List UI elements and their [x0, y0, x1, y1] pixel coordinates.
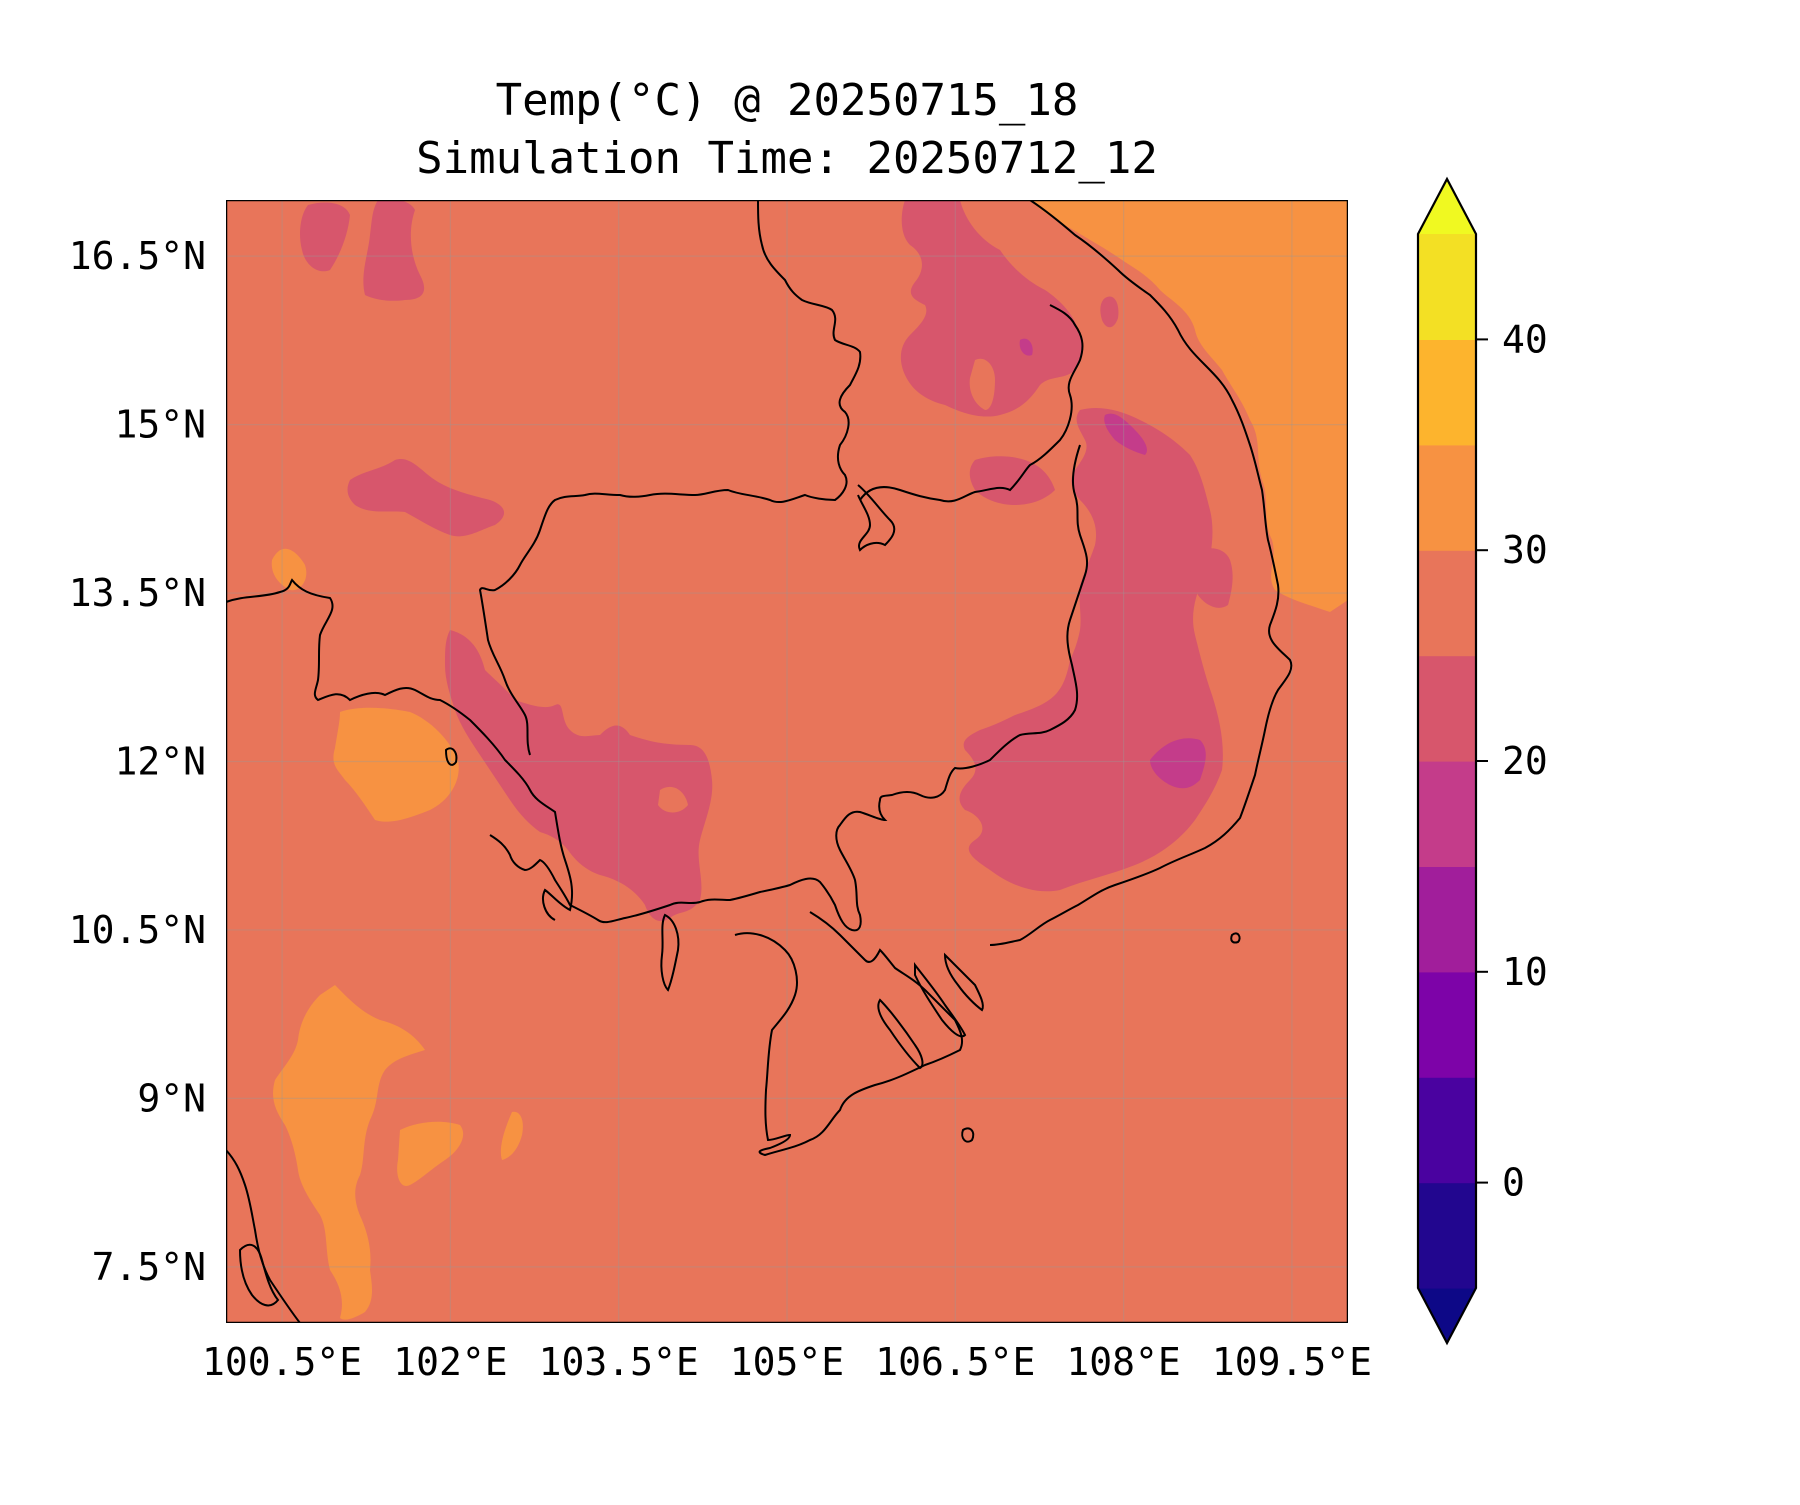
title-line-1: Temp(°C) @ 20250715_18: [496, 75, 1079, 126]
contour-region-south-island: [397, 1121, 464, 1186]
coast-mekong-delta: [734, 911, 964, 1157]
warm-island-cambodia: [658, 786, 688, 813]
contour-region-northwest-speck: [271, 548, 307, 591]
colorbar-extend-under: [1418, 1288, 1476, 1343]
border-thailand-west: [226, 578, 574, 921]
contour-patch-central-highlands: [1150, 738, 1206, 789]
gridlines: [226, 200, 1348, 1323]
colorbar-level-band: [1418, 550, 1476, 657]
x-tick-label: 102°E: [393, 1340, 507, 1384]
colorbar-tick-label: 30: [1502, 528, 1548, 572]
x-axis-ticks: 100.5°E 102°E 103.5°E 105°E 106.5°E 108°E 109.…: [202, 1340, 1372, 1384]
x-tick-label: 108°E: [1066, 1340, 1180, 1384]
island-thailand-southwest: [238, 1243, 280, 1307]
x-tick-label: 109.5°E: [1212, 1340, 1372, 1384]
contour-region-east-patch: [1250, 318, 1348, 360]
colorbar: 0 10 20 30 40: [1416, 176, 1548, 1346]
colorbar-level-band: [1418, 339, 1476, 446]
warm-islands: [658, 358, 995, 813]
cooler-contour-patches: [1019, 338, 1206, 789]
y-axis-ticks: 16.5°N 15°N 13.5°N 12°N 10.5°N 9°N 7.5°N: [69, 234, 206, 1289]
y-tick-label: 15°N: [114, 403, 206, 447]
y-tick-label: 16.5°N: [69, 234, 206, 278]
y-tick-label: 13.5°N: [69, 571, 206, 615]
contour-region-southwest: [273, 985, 425, 1320]
warm-island-laos: [969, 358, 995, 410]
contour-region-highlands-east: [1190, 548, 1233, 608]
y-tick-label: 9°N: [137, 1076, 206, 1120]
warm-contour-regions: [271, 200, 1348, 1320]
contour-region-north-small: [1100, 296, 1119, 328]
contour-region-northeast-sea: [1030, 200, 1348, 612]
colorbar-level-band: [1418, 1077, 1476, 1184]
x-tick-label: 100.5°E: [202, 1340, 362, 1384]
island-vietnam-east: [1230, 932, 1241, 944]
contour-patch-north: [1019, 338, 1033, 356]
coast-vietnam-east: [989, 200, 1293, 946]
x-tick-label: 106.5°E: [875, 1340, 1035, 1384]
delta-channel-3: [943, 952, 984, 1012]
border-cambodia-vietnam: [857, 304, 1084, 552]
coast-thailand-southwest: [226, 1149, 301, 1323]
contour-region-north-2: [363, 200, 425, 301]
contour-region-north-1: [300, 202, 350, 272]
x-tick-label: 103.5°E: [539, 1340, 699, 1384]
contour-region-west-central: [347, 459, 505, 537]
delta-channel-1: [877, 998, 924, 1070]
colorbar-level-band: [1418, 444, 1476, 551]
colorbar-level-band: [1418, 234, 1476, 340]
delta-channel-2: [914, 962, 967, 1038]
colorbar-level-band: [1418, 866, 1476, 973]
y-tick-label: 7.5°N: [92, 1245, 206, 1289]
contour-patch-highlands-north: [1104, 413, 1147, 455]
colorbar-tick-label: 10: [1502, 950, 1548, 994]
colorbar-level-band: [1418, 761, 1476, 867]
contour-region-laos-south: [969, 456, 1055, 505]
contour-region-cambodia-west: [445, 630, 713, 922]
title-line-2: Simulation Time: 20250712_12: [416, 133, 1158, 184]
colorbar-tick-label: 20: [1502, 739, 1548, 783]
x-tick-label: 105°E: [730, 1340, 844, 1384]
island-vietnam-south: [961, 1127, 975, 1143]
colorbar-level-band: [1418, 971, 1476, 1078]
colorbar-level-band: [1418, 655, 1476, 762]
contour-region-thailand-gulf-west: [333, 707, 459, 822]
colorbar-tick-label: 0: [1502, 1161, 1525, 1205]
map-panel: [226, 200, 1348, 1323]
colorbar-outline: [1416, 176, 1478, 1346]
border-cambodia-south: [489, 444, 1089, 932]
island-thailand-west: [444, 747, 458, 766]
coastlines-and-borders: [226, 200, 1293, 1323]
contour-region-south-sliver: [500, 1111, 523, 1160]
border-laos-cambodia-north: [478, 200, 862, 756]
y-tick-label: 10.5°N: [69, 908, 206, 952]
contour-region-laos-vietnam: [900, 200, 1083, 417]
colorbar-tick-label: 40: [1502, 317, 1548, 361]
island-cambodia-south: [660, 913, 680, 992]
colorbar-level-band: [1418, 1182, 1476, 1289]
colorbar-extend-over: [1418, 179, 1476, 234]
y-tick-label: 12°N: [114, 740, 206, 784]
